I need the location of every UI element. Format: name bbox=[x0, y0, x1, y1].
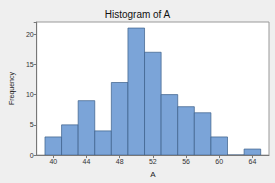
svg-text:64: 64 bbox=[249, 158, 257, 165]
svg-text:5: 5 bbox=[30, 121, 34, 128]
svg-text:Histogram of A: Histogram of A bbox=[105, 9, 171, 20]
svg-text:56: 56 bbox=[182, 158, 190, 165]
svg-text:44: 44 bbox=[83, 158, 91, 165]
svg-text:48: 48 bbox=[116, 158, 124, 165]
svg-text:0: 0 bbox=[30, 152, 34, 159]
svg-text:Frequency: Frequency bbox=[8, 72, 16, 106]
svg-text:52: 52 bbox=[149, 158, 157, 165]
svg-text:15: 15 bbox=[26, 61, 34, 68]
svg-text:60: 60 bbox=[215, 158, 223, 165]
svg-text:40: 40 bbox=[49, 158, 57, 165]
svg-text:10: 10 bbox=[26, 91, 34, 98]
svg-text:20: 20 bbox=[26, 31, 34, 38]
svg-text:A: A bbox=[150, 170, 156, 179]
